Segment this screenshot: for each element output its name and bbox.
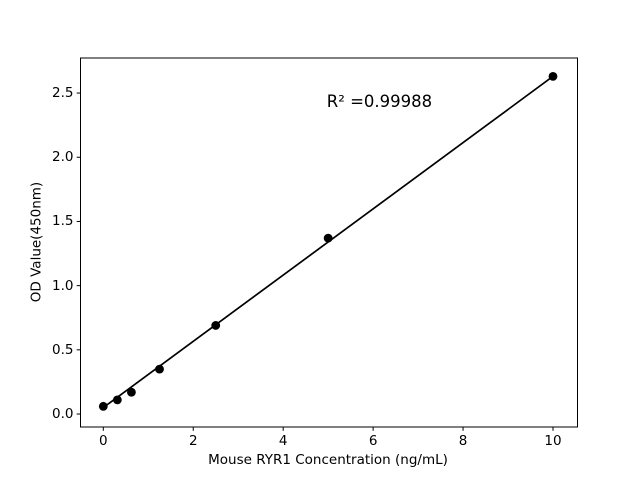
data-point (98, 401, 108, 411)
data-point (112, 395, 122, 405)
y-tick-label: 2.0 (52, 149, 74, 166)
y-tick-label: 2.5 (52, 85, 74, 102)
y-tick-label: 0.0 (52, 406, 74, 423)
x-tick-label: 0 (99, 433, 108, 449)
x-tick-label: 10 (544, 433, 562, 449)
x-tick-label: 6 (368, 433, 378, 449)
data-point (127, 387, 136, 397)
data-point (155, 364, 164, 374)
x-tick-label: 8 (458, 433, 468, 449)
x-tick-label: 4 (278, 433, 288, 449)
r-squared-annotation: R² =0.99988 (326, 92, 433, 112)
y-tick-label: 0.5 (52, 341, 74, 358)
data-point (323, 233, 333, 243)
data-point (548, 71, 558, 81)
y-tick-label: 1.0 (52, 277, 74, 294)
x-axis-label: Mouse RYR1 Concentration (ng/mL) (208, 452, 448, 468)
x-tick-label: 2 (188, 433, 198, 449)
data-point (211, 321, 221, 330)
y-axis-label: OD Value(450nm) (28, 181, 45, 303)
plot-border (80, 57, 578, 428)
y-tick-label: 1.5 (52, 213, 74, 230)
